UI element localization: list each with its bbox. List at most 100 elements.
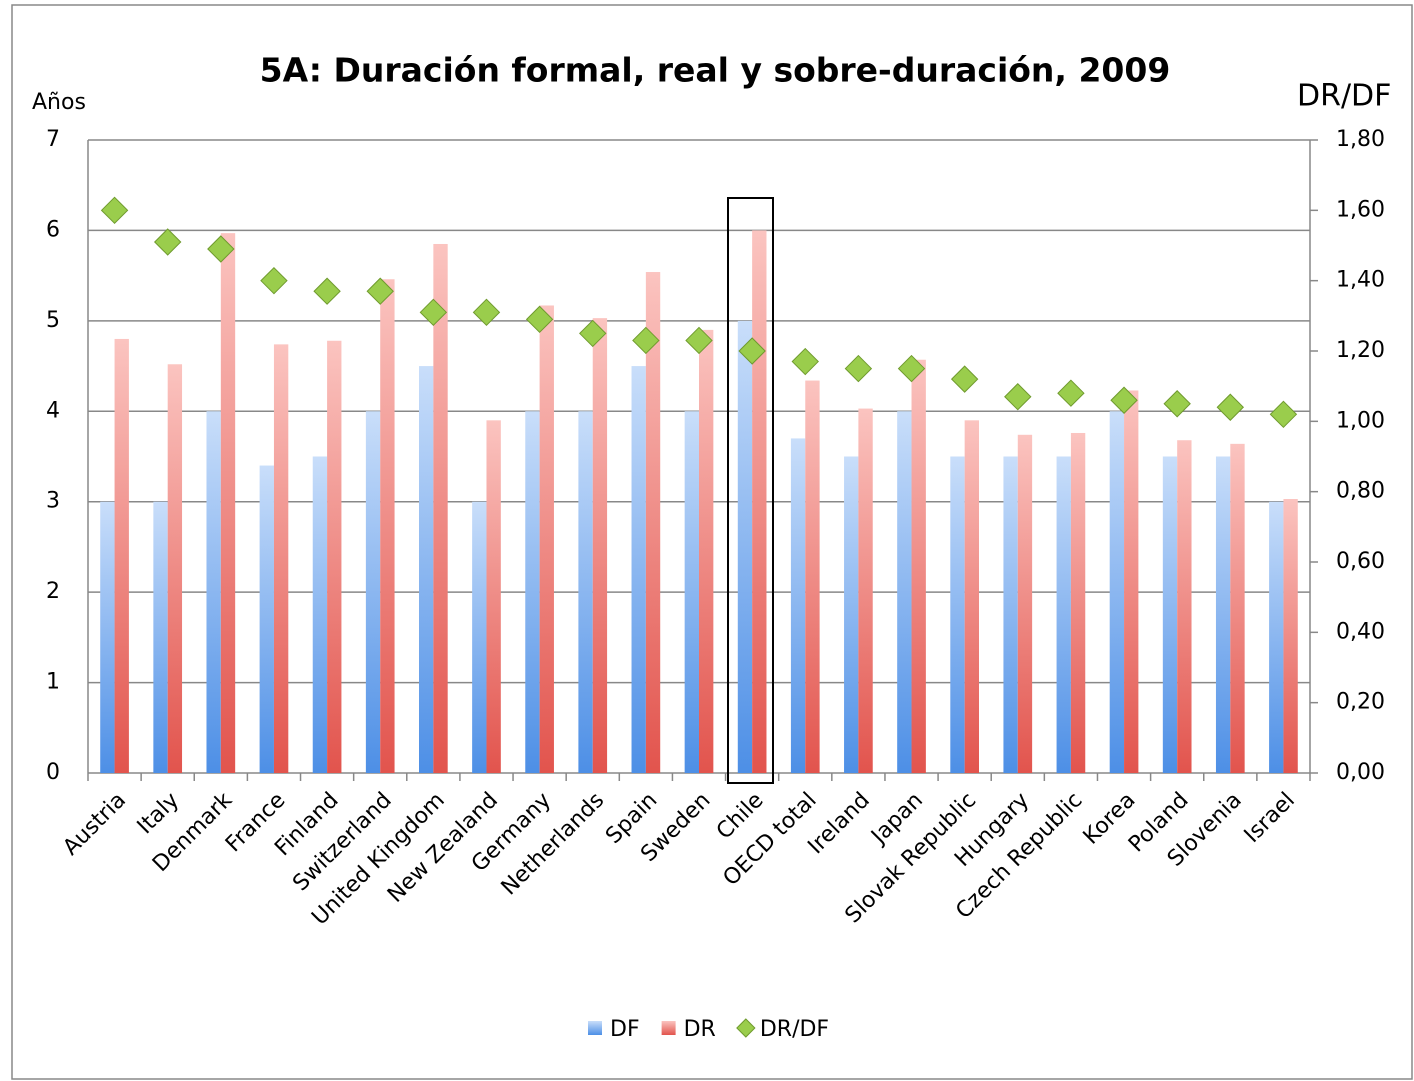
legend-label: DR/DF <box>760 1017 829 1042</box>
bar <box>380 279 395 773</box>
bar <box>472 501 487 773</box>
bar <box>858 408 873 773</box>
ratio-marker <box>153 228 182 256</box>
y2-tick-label: 1,00 <box>1336 408 1385 433</box>
bar <box>259 465 274 773</box>
ratio-marker <box>1269 400 1298 429</box>
grid <box>87 139 1318 781</box>
ratio-marker <box>419 298 448 327</box>
ratio-marker <box>685 326 713 355</box>
ratio-marker <box>525 305 554 334</box>
ratio-marker <box>260 266 288 295</box>
bar <box>790 438 806 773</box>
bar <box>1003 456 1018 773</box>
legend-swatch <box>736 1018 756 1038</box>
marks <box>100 196 1298 774</box>
y2-axis-title: DR/DF <box>1297 79 1391 114</box>
ratio-marker <box>791 347 819 376</box>
bar <box>486 420 501 773</box>
bar <box>897 411 912 773</box>
bar <box>273 344 289 773</box>
bar <box>1162 456 1178 773</box>
y-tick-label: 3 <box>46 489 60 514</box>
bar <box>578 411 593 773</box>
bar <box>1109 411 1125 773</box>
bar <box>592 318 608 773</box>
y-axis-title: Años <box>32 90 86 115</box>
ratio-marker <box>738 337 766 365</box>
bar <box>1269 501 1284 773</box>
bar <box>1215 456 1231 773</box>
ratio-marker <box>579 319 607 348</box>
y2-tick-label: 0,80 <box>1336 479 1385 504</box>
bar <box>1070 432 1086 773</box>
y-tick-label: 2 <box>46 579 60 604</box>
bar <box>433 243 448 773</box>
ratio-marker <box>844 354 873 383</box>
bar <box>100 501 115 773</box>
bar <box>220 233 236 774</box>
y2-tick-label: 1,40 <box>1336 268 1385 293</box>
bar <box>699 329 714 773</box>
y2-tick-label: 1,20 <box>1336 338 1385 363</box>
ratio-marker <box>207 235 235 263</box>
bar <box>1017 434 1033 773</box>
ratio-marker <box>100 196 129 225</box>
bar <box>684 411 699 773</box>
bar <box>114 338 129 773</box>
bar <box>153 501 168 773</box>
y-tick-label: 1 <box>46 670 60 695</box>
ratio-marker <box>1004 383 1032 411</box>
y2-tick-label: 0,60 <box>1336 549 1385 574</box>
ratio-marker <box>950 365 979 393</box>
y-tick-label: 6 <box>46 217 60 242</box>
y2-tick-label: 1,60 <box>1336 197 1385 222</box>
ratio-marker <box>1163 390 1191 418</box>
ratio-marker <box>632 326 660 355</box>
bar <box>525 411 540 773</box>
ratio-marker <box>897 354 926 383</box>
ratio-marker <box>472 298 501 327</box>
bar <box>844 456 859 773</box>
y2-tick-label: 0,20 <box>1336 690 1385 715</box>
bar <box>1124 390 1139 773</box>
bar <box>365 411 381 773</box>
highlight-box <box>727 197 774 784</box>
bar <box>1283 499 1298 773</box>
bar <box>419 366 434 773</box>
legend-label: DF <box>610 1017 640 1042</box>
bar <box>1056 456 1071 773</box>
ratio-marker <box>366 277 394 305</box>
y2-tick-label: 1,80 <box>1336 127 1385 152</box>
chart-title: 5A: Duración formal, real y sobre-duraci… <box>260 51 1171 90</box>
bar <box>964 420 979 773</box>
y2-tick-label: 0,40 <box>1336 619 1385 644</box>
bar <box>631 366 646 773</box>
bar <box>327 340 342 773</box>
bar <box>1177 440 1192 773</box>
bar <box>645 272 661 773</box>
ratio-marker <box>1057 379 1085 407</box>
legend-swatch <box>661 1021 676 1035</box>
ratio-marker <box>313 277 341 305</box>
y-tick-label: 5 <box>46 308 60 333</box>
ratio-marker <box>1216 393 1245 421</box>
y-tick-label: 7 <box>46 127 60 152</box>
bar <box>206 411 221 773</box>
y2-tick-label: 0,00 <box>1336 760 1385 785</box>
legend-label: DR <box>684 1017 716 1042</box>
ratio-marker <box>1110 386 1138 414</box>
bar <box>805 380 820 773</box>
bar <box>737 320 753 773</box>
legend-swatch <box>588 1021 602 1035</box>
y-tick-label: 0 <box>46 760 60 785</box>
bar <box>752 230 767 773</box>
bar <box>1230 443 1245 773</box>
bar <box>312 456 328 773</box>
bar <box>950 456 965 773</box>
bar <box>167 364 183 773</box>
y-tick-label: 4 <box>46 398 60 423</box>
bar <box>911 359 926 773</box>
